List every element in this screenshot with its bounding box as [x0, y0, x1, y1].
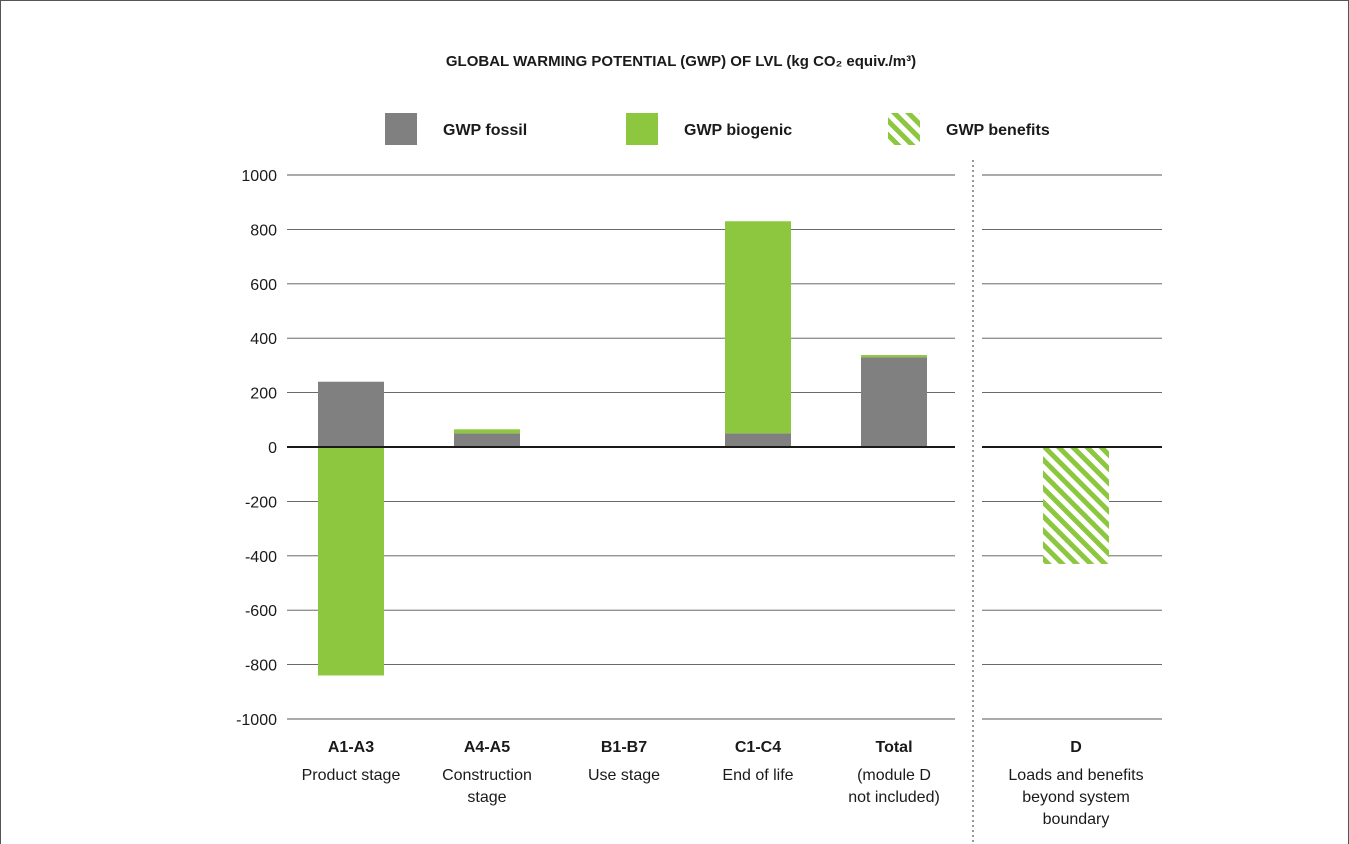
category-code-label: C1-C4 — [735, 739, 781, 756]
x-axis-category-labels: A1-A3 Product stage A4-A5 Construction stage… — [302, 739, 1144, 828]
legend: GWP fossil GWP biogenic GWP benefits — [385, 113, 1050, 145]
bar-biogenic-a4-a5 — [454, 429, 520, 434]
legend-label-benefits: GWP benefits — [946, 122, 1050, 139]
category-code-label: A1-A3 — [328, 739, 374, 756]
y-tick-label: 1000 — [241, 168, 277, 185]
category-description-label: not included) — [848, 789, 940, 806]
category-description-label: Product stage — [302, 767, 401, 784]
bar-biogenic-total — [861, 355, 927, 358]
y-tick-label: 0 — [268, 440, 277, 457]
category-code-label: Total — [875, 739, 912, 756]
y-tick-label: -600 — [245, 603, 277, 620]
bar-fossil-total — [861, 357, 927, 447]
bars — [318, 221, 1109, 676]
bar-fossil-a1-a3 — [318, 381, 384, 447]
category-description-label: End of life — [722, 767, 793, 784]
category-code-label: D — [1070, 739, 1082, 756]
category-description-label: boundary — [1043, 811, 1110, 828]
bar-biogenic-c1-c4 — [725, 221, 791, 434]
y-tick-label: 200 — [250, 386, 277, 403]
y-tick-label: 400 — [250, 331, 277, 348]
category-code-label: A4-A5 — [464, 739, 510, 756]
y-tick-label: -200 — [245, 494, 277, 511]
bar-fossil-a4-a5 — [454, 433, 520, 447]
legend-label-biogenic: GWP biogenic — [684, 122, 792, 139]
legend-label-fossil: GWP fossil — [443, 122, 527, 139]
category-description-label: beyond system — [1022, 789, 1130, 806]
category-description-label: Use stage — [588, 767, 660, 784]
y-tick-label: 600 — [250, 277, 277, 294]
y-tick-label: -400 — [245, 549, 277, 566]
legend-swatch-fossil — [385, 113, 417, 145]
legend-swatch-biogenic — [626, 113, 658, 145]
bar-biogenic-a1-a3 — [318, 447, 384, 676]
chart-title: GLOBAL WARMING POTENTIAL (GWP) OF LVL (k… — [446, 53, 916, 70]
y-tick-label: 800 — [250, 222, 277, 239]
bar-fossil-c1-c4 — [725, 433, 791, 447]
bar-benefits-d — [1043, 447, 1109, 564]
y-tick-label: -800 — [245, 658, 277, 675]
category-description-label: (module D — [857, 767, 931, 784]
y-axis-tick-labels: 1000 800 600 400 200 0 -200 -400 -600 -800 -1000 — [236, 168, 277, 729]
y-tick-label: -1000 — [236, 712, 277, 729]
category-description-label: Loads and benefits — [1008, 767, 1143, 784]
category-code-label: B1-B7 — [601, 739, 647, 756]
category-description-label: stage — [467, 789, 506, 806]
legend-swatch-benefits — [888, 113, 920, 145]
category-description-label: Construction — [442, 767, 532, 784]
